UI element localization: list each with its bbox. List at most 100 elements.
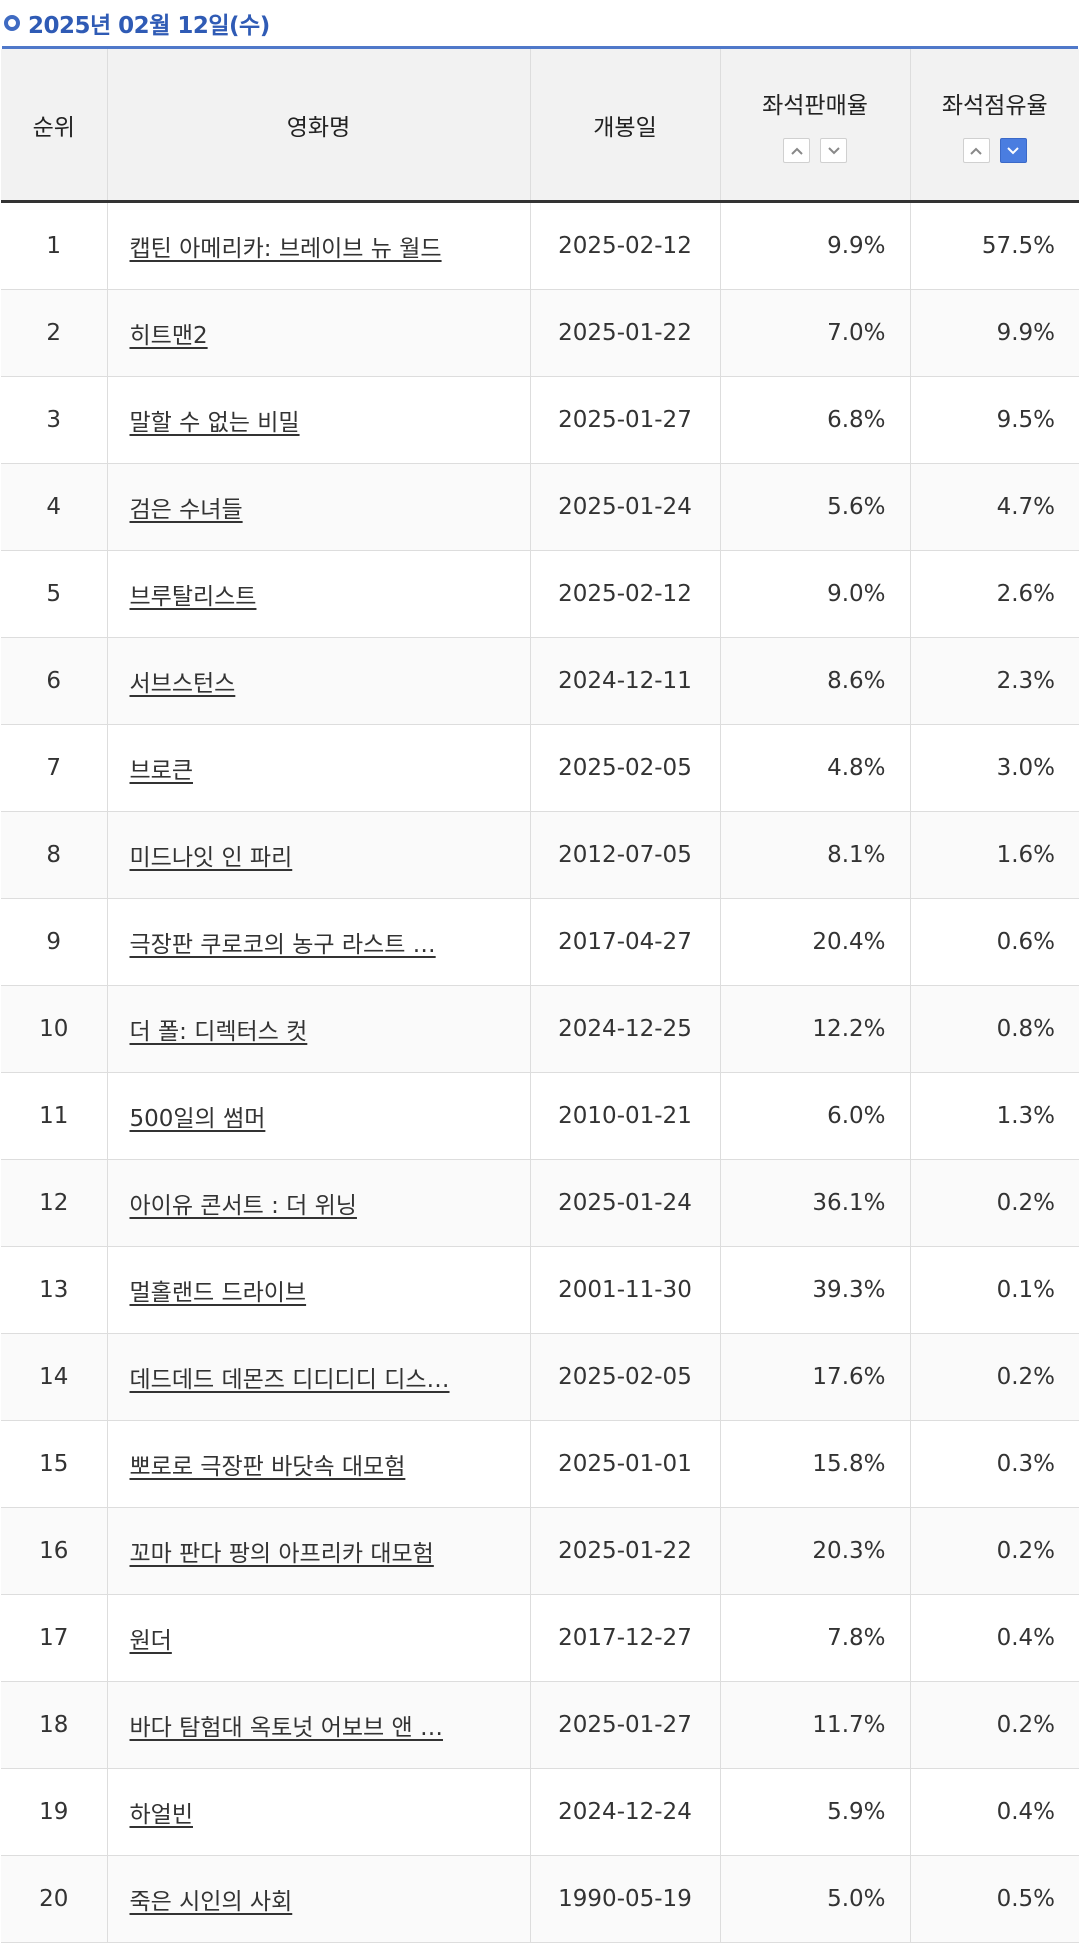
occupancy-rate-cell: 0.4% (909, 1594, 1079, 1682)
movie-title-link[interactable]: 브루탈리스트 (129, 584, 257, 610)
table-row: 13 멀홀랜드 드라이브 2001-11-30 39.3% 0.1% (1, 1246, 1079, 1334)
rank-cell: 14 (1, 1333, 107, 1421)
column-label: 개봉일 (593, 114, 657, 141)
circle-bullet-icon (4, 15, 20, 31)
movie-title-link[interactable]: 원더 (129, 1628, 172, 1654)
rank-cell: 15 (1, 1420, 107, 1508)
movie-title-link[interactable]: 데드데드 데몬즈 디디디디 디스… (129, 1367, 450, 1393)
occupancy-rate-cell: 0.2% (909, 1333, 1079, 1421)
movie-title-link[interactable]: 멀홀랜드 드라이브 (129, 1280, 307, 1306)
column-label: 영화명 (286, 114, 351, 141)
sales-rate-cell: 11.7% (719, 1681, 910, 1769)
open-date-cell: 1990-05-19 (529, 1855, 720, 1943)
table-row: 4 검은 수녀들 2025-01-24 5.6% 4.7% (1, 463, 1079, 551)
title-cell: 죽은 시인의 사회 (106, 1855, 530, 1943)
chevron-up-icon (970, 147, 982, 155)
movie-title-link[interactable]: 아이유 콘서트 : 더 위닝 (129, 1193, 357, 1219)
rank-cell: 10 (1, 985, 107, 1073)
rank-cell: 11 (1, 1072, 107, 1160)
title-cell: 500일의 썸머 (106, 1072, 530, 1160)
title-cell: 히트맨2 (106, 289, 530, 377)
rank-cell: 13 (1, 1246, 107, 1334)
table-row: 19 하얼빈 2024-12-24 5.9% 0.4% (1, 1768, 1079, 1856)
title-cell: 브루탈리스트 (106, 550, 530, 638)
open-date-cell: 2024-12-25 (529, 985, 720, 1073)
sales-rate-cell: 6.0% (719, 1072, 910, 1160)
column-header-rank: 순위 (1, 49, 107, 203)
movie-title-link[interactable]: 하얼빈 (129, 1802, 193, 1828)
title-cell: 아이유 콘서트 : 더 위닝 (106, 1159, 530, 1247)
rank-cell: 17 (1, 1594, 107, 1682)
rank-cell: 8 (1, 811, 107, 899)
title-cell: 브로큰 (106, 724, 530, 812)
open-date-cell: 2017-04-27 (529, 898, 720, 986)
occupancy-rate-cell: 0.3% (909, 1420, 1079, 1508)
title-cell: 검은 수녀들 (106, 463, 530, 551)
sales-rate-cell: 9.9% (719, 201, 910, 290)
sales-rate-cell: 6.8% (719, 376, 910, 464)
chevron-down-icon (1007, 146, 1019, 154)
movie-title-link[interactable]: 말할 수 없는 비밀 (129, 410, 300, 436)
movie-title-link[interactable]: 500일의 썸머 (129, 1106, 266, 1132)
movie-title-link[interactable]: 꼬마 판다 팡의 아프리카 대모험 (129, 1541, 434, 1567)
sort-ascending-button[interactable] (783, 138, 810, 163)
sort-descending-button-active[interactable] (999, 138, 1027, 163)
sales-rate-cell: 7.8% (719, 1594, 910, 1682)
sales-rate-sort-controls (721, 138, 910, 163)
sales-rate-cell: 7.0% (719, 289, 910, 377)
open-date-cell: 2025-02-12 (529, 201, 720, 290)
movie-title-link[interactable]: 서브스턴스 (129, 671, 236, 697)
table-row: 5 브루탈리스트 2025-02-12 9.0% 2.6% (1, 550, 1079, 638)
box-office-table: 순위 영화명 개봉일 좌석판매율 좌석점유율 (1, 49, 1079, 1943)
rank-cell: 9 (1, 898, 107, 986)
occupancy-rate-cell: 0.1% (909, 1246, 1079, 1334)
open-date-cell: 2012-07-05 (529, 811, 720, 899)
open-date-cell: 2017-12-27 (529, 1594, 720, 1682)
sales-rate-cell: 4.8% (719, 724, 910, 812)
movie-title-link[interactable]: 캡틴 아메리카: 브레이브 뉴 월드 (129, 236, 442, 262)
movie-title-link[interactable]: 더 폴: 디렉터스 컷 (129, 1019, 308, 1045)
occupancy-rate-cell: 2.3% (909, 637, 1079, 725)
date-title: 2025년 02월 12일(수) (28, 13, 270, 39)
movie-title-link[interactable]: 바다 탐험대 옥토넛 어보브 앤 … (129, 1715, 443, 1741)
movie-title-link[interactable]: 검은 수녀들 (129, 497, 243, 523)
chevron-down-icon (827, 146, 840, 154)
rank-cell: 16 (1, 1507, 107, 1595)
movie-title-link[interactable]: 뽀로로 극장판 바닷속 대모험 (129, 1454, 406, 1480)
column-header-title: 영화명 (106, 49, 530, 203)
sales-rate-cell: 20.3% (719, 1507, 910, 1595)
occupancy-rate-cell: 0.2% (909, 1159, 1079, 1247)
table-row: 20 죽은 시인의 사회 1990-05-19 5.0% 0.5% (1, 1855, 1079, 1943)
movie-title-link[interactable]: 히트맨2 (129, 323, 208, 349)
column-label: 좌석판매율 (762, 93, 868, 119)
column-header-occupancy-rate: 좌석점유율 (909, 49, 1080, 203)
movie-title-link[interactable]: 브로큰 (129, 758, 193, 784)
title-cell: 하얼빈 (106, 1768, 530, 1856)
occupancy-rate-cell: 4.7% (909, 463, 1079, 551)
occupancy-rate-cell: 0.6% (909, 898, 1079, 986)
date-header: 2025년 02월 12일(수) (0, 0, 1080, 46)
title-cell: 캡틴 아메리카: 브레이브 뉴 월드 (106, 201, 530, 290)
table-row: 2 히트맨2 2025-01-22 7.0% 9.9% (1, 289, 1079, 377)
table-row: 17 원더 2017-12-27 7.8% 0.4% (1, 1594, 1079, 1682)
title-cell: 꼬마 판다 팡의 아프리카 대모험 (106, 1507, 530, 1595)
occupancy-rate-sort-controls (911, 138, 1080, 163)
title-cell: 미드나잇 인 파리 (106, 811, 530, 899)
chevron-up-icon (790, 147, 803, 155)
open-date-cell: 2024-12-11 (529, 637, 720, 725)
occupancy-rate-cell: 57.5% (909, 201, 1079, 290)
title-cell: 더 폴: 디렉터스 컷 (106, 985, 530, 1073)
sort-descending-button[interactable] (820, 138, 847, 163)
sales-rate-cell: 8.1% (719, 811, 910, 899)
rank-cell: 1 (1, 201, 107, 290)
table-row: 16 꼬마 판다 팡의 아프리카 대모험 2025-01-22 20.3% 0.2% (1, 1507, 1079, 1595)
title-cell: 극장판 쿠로코의 농구 라스트 … (106, 898, 530, 986)
movie-title-link[interactable]: 죽은 시인의 사회 (129, 1889, 293, 1915)
movie-title-link[interactable]: 미드나잇 인 파리 (129, 845, 293, 871)
title-cell: 뽀로로 극장판 바닷속 대모험 (106, 1420, 530, 1508)
sort-ascending-button[interactable] (962, 138, 990, 163)
table-row: 14 데드데드 데몬즈 디디디디 디스… 2025-02-05 17.6% 0.2% (1, 1333, 1079, 1421)
movie-title-link[interactable]: 극장판 쿠로코의 농구 라스트 … (129, 932, 436, 958)
title-cell: 서브스턴스 (106, 637, 530, 725)
occupancy-rate-cell: 0.2% (909, 1681, 1079, 1769)
